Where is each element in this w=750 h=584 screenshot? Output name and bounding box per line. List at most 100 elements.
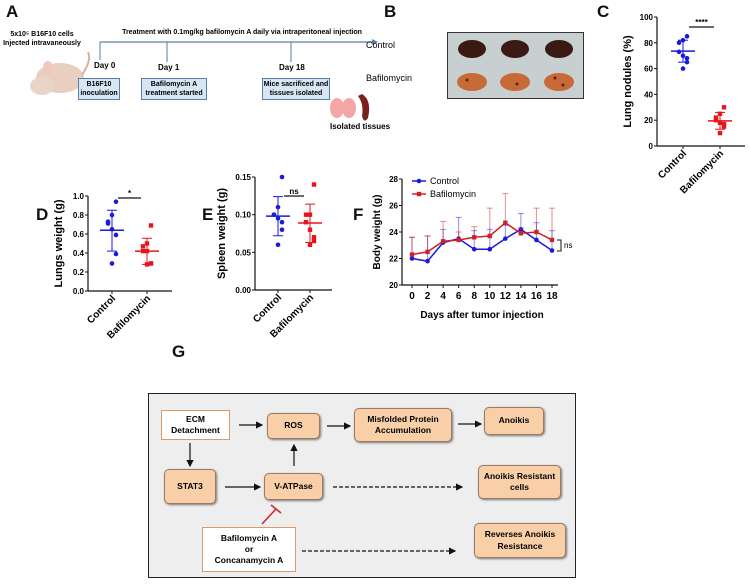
- significance-bracket: [557, 239, 562, 252]
- lung-photo: [447, 32, 584, 99]
- significance-label: *: [128, 189, 132, 198]
- y-tick-label: 0.05: [235, 248, 251, 257]
- data-point: [684, 59, 690, 65]
- data-point: [503, 236, 508, 241]
- y-axis-label: Lungs weight (g): [53, 199, 65, 287]
- inhibitor-concanamycin: Concanamycin A: [214, 555, 284, 566]
- data-point: [518, 231, 524, 236]
- row-label-bafilomycin: Bafilomycin: [366, 73, 413, 83]
- data-point: [680, 37, 686, 43]
- data-point: [713, 115, 719, 120]
- data-point: [275, 204, 281, 210]
- data-point: [109, 261, 115, 266]
- data-point: [503, 220, 508, 225]
- data-point: [113, 232, 119, 238]
- y-tick-label: 0.2: [73, 268, 85, 277]
- y-tick-label: 0.4: [73, 249, 85, 258]
- inhibitor-or: or: [244, 543, 254, 554]
- data-point: [303, 220, 309, 225]
- legend-label: Control: [430, 176, 459, 186]
- data-point: [534, 229, 539, 235]
- data-point: [717, 120, 723, 125]
- series-line: [411, 221, 553, 256]
- timeline-arrowhead: [372, 39, 378, 45]
- timeline-box: Mice sacrificed and tissues isolated: [262, 78, 330, 100]
- data-point: [105, 221, 111, 226]
- data-point: [676, 49, 682, 55]
- data-point: [311, 238, 317, 244]
- y-tick-label: 0.6: [73, 230, 85, 239]
- panel-label-a: A: [6, 2, 19, 21]
- data-point: [307, 212, 313, 217]
- y-tick-label: 20: [644, 116, 653, 125]
- data-point: [721, 105, 727, 110]
- data-point: [440, 239, 446, 244]
- node-misfolded-protein: Misfolded Protein Accumulation: [354, 408, 452, 442]
- data-point: [721, 124, 727, 129]
- y-axis-label: Body weight (g): [372, 195, 383, 270]
- data-point: [144, 248, 150, 254]
- treatment-text: Treatment with 0.1mg/kg bafilomycin A da…: [122, 29, 362, 36]
- data-point: [307, 242, 313, 247]
- x-tick-label: 10: [484, 291, 496, 302]
- data-point: [409, 252, 415, 257]
- data-point: [275, 216, 281, 221]
- y-tick-label: 0: [649, 142, 654, 151]
- timeline-day: Day 1: [158, 63, 180, 72]
- series-line: [411, 228, 553, 262]
- data-point: [140, 248, 146, 254]
- panel-label-b: B: [384, 2, 397, 21]
- data-point: [684, 55, 690, 61]
- panel-label-g: G: [172, 342, 186, 361]
- data-point: [311, 182, 317, 187]
- y-axis-label: Lung nodules (%): [622, 35, 634, 128]
- y-tick-label: 22: [389, 255, 398, 264]
- injection-text: 5x10⁵ B16F10 cells Injected intravaneous…: [3, 31, 81, 48]
- timeline-day: Day 0: [94, 61, 116, 70]
- node-reverses-resistance: Reverses Anoikis Resistance: [474, 523, 566, 558]
- spleen-icon: [358, 94, 370, 121]
- data-point: [113, 199, 119, 204]
- node-anoikis-resistant: Anoikis Resistant cells: [478, 465, 561, 499]
- data-point: [140, 244, 146, 249]
- data-point: [425, 258, 430, 264]
- data-point: [717, 111, 723, 116]
- data-point: [472, 235, 477, 240]
- y-tick-label: 26: [389, 202, 398, 211]
- data-point: [144, 262, 150, 267]
- data-point: [148, 223, 154, 228]
- y-tick-label: 0.0: [73, 287, 85, 296]
- data-point: [279, 227, 285, 233]
- y-tick-label: 60: [644, 65, 653, 74]
- y-tick-label: 1.0: [73, 192, 85, 201]
- y-tick-label: 28: [389, 175, 398, 184]
- y-axis-label: Spleen weight (g): [216, 188, 228, 279]
- x-tick-label: 12: [500, 291, 512, 302]
- isolated-tissues-label: Isolated tissues: [330, 122, 391, 131]
- inhibitor-bafilomycin: Bafilomycin A: [220, 532, 278, 543]
- data-point: [717, 130, 723, 136]
- x-tick-label: 0: [409, 291, 415, 302]
- legend-marker: [416, 191, 422, 197]
- panel-label-f: F: [353, 205, 364, 224]
- timeline-day: Day 18: [279, 63, 305, 72]
- node-anoikis: Anoikis: [484, 407, 544, 435]
- panel-label-d: D: [36, 205, 49, 224]
- legend-label: Bafilomycin: [430, 189, 476, 199]
- y-tick-label: 100: [640, 13, 654, 22]
- data-point: [487, 233, 492, 239]
- significance-label: ns: [289, 187, 299, 196]
- data-point: [109, 212, 115, 218]
- timeline-box: Bafilomycin A treatment started: [141, 78, 207, 100]
- data-point: [680, 53, 686, 58]
- data-point: [680, 66, 686, 71]
- y-tick-label: 0.00: [235, 286, 251, 295]
- data-point: [676, 40, 682, 46]
- node-ecm-detachment: ECM Detachment: [161, 410, 230, 440]
- data-point: [425, 249, 430, 255]
- data-point: [713, 118, 719, 123]
- x-axis-label: Days after tumor injection: [420, 310, 543, 321]
- node-stat3: STAT3: [164, 469, 216, 504]
- data-point: [148, 261, 154, 266]
